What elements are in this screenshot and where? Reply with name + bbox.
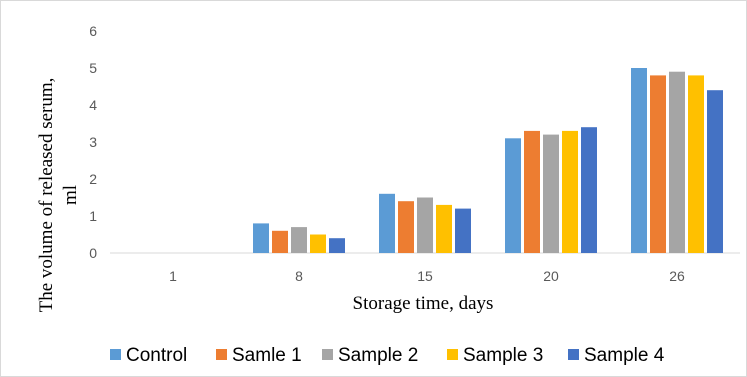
bar <box>688 75 704 254</box>
bar <box>669 71 685 253</box>
bar <box>272 230 288 253</box>
y-tick-label: 4 <box>89 97 97 113</box>
y-axis-title-line2: ml <box>60 185 81 205</box>
x-axis-title: Storage time, days <box>353 293 494 314</box>
bar <box>455 208 471 253</box>
x-tick-label: 15 <box>417 268 433 284</box>
x-tick-label: 20 <box>543 268 559 284</box>
bar <box>562 130 578 253</box>
y-axis-title: The volume of released serum, ml <box>36 78 81 313</box>
bar <box>707 90 723 253</box>
x-tick-label: 26 <box>669 268 685 284</box>
y-axis-title-line1: The volume of released serum, <box>36 78 57 313</box>
bar <box>581 127 597 253</box>
legend-label: Sample 3 <box>463 345 543 366</box>
bar <box>253 223 269 253</box>
bar <box>417 197 433 253</box>
legend-label: Sample 4 <box>584 345 665 366</box>
legend-label: Sample 2 <box>338 345 418 366</box>
x-axis-ticks: 1 8 15 20 26 <box>169 268 685 284</box>
y-tick-label: 5 <box>89 60 97 76</box>
legend-label: Samle 1 <box>232 345 302 366</box>
bar <box>291 227 307 253</box>
legend-swatch <box>216 349 227 360</box>
bar <box>310 234 326 253</box>
y-tick-label: 3 <box>89 134 97 150</box>
legend: Control Samle 1 Sample 2 Sample 3 Sample 4 <box>110 345 665 366</box>
bar <box>436 204 452 253</box>
y-tick-label: 6 <box>89 23 97 39</box>
y-tick-label: 1 <box>89 208 97 224</box>
bar <box>505 138 521 253</box>
bar <box>329 238 345 253</box>
bar <box>524 130 540 253</box>
bar <box>631 68 647 253</box>
legend-swatch <box>568 349 579 360</box>
bars <box>253 68 723 254</box>
x-tick-label: 8 <box>295 268 303 284</box>
bar <box>379 193 395 253</box>
legend-swatch <box>110 349 121 360</box>
bar <box>650 75 666 254</box>
legend-swatch <box>322 349 333 360</box>
bar <box>543 134 559 253</box>
legend-label: Control <box>126 345 187 366</box>
bar <box>398 201 414 253</box>
y-tick-label: 0 <box>89 245 97 261</box>
x-tick-label: 1 <box>169 268 177 284</box>
y-axis-ticks: 0 1 2 3 4 5 6 <box>89 23 97 261</box>
y-tick-label: 2 <box>89 171 97 187</box>
legend-swatch <box>447 349 458 360</box>
